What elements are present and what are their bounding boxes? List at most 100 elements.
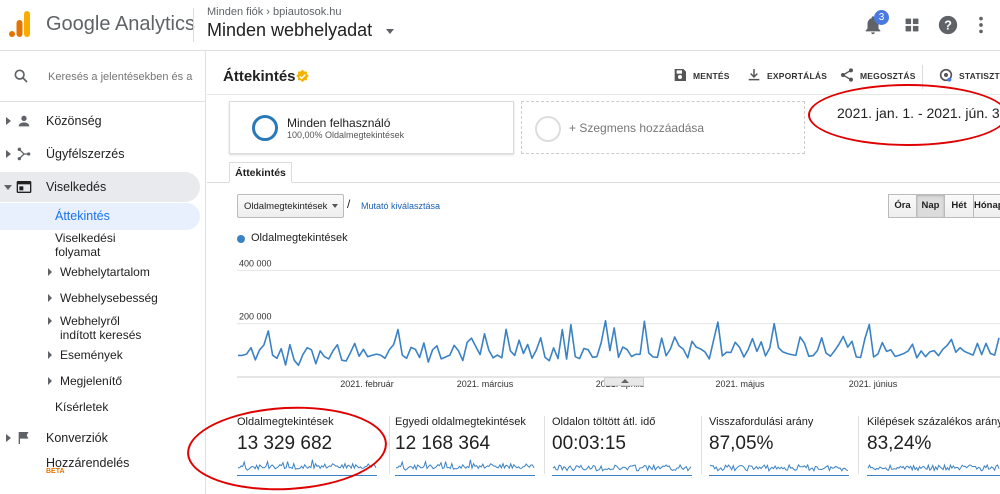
metric-select-value: Oldalmegtekintések (244, 201, 328, 212)
beta-badge: BETA (46, 468, 65, 475)
sidebar-item-audience[interactable]: Közönség (0, 106, 200, 136)
segment-name: Minden felhasználó (287, 116, 391, 130)
app-name: Google Analytics (46, 13, 195, 35)
sidebar-item-label: Webhelyről indított keresés (60, 314, 142, 342)
scorecard-bounce-rate[interactable]: Visszafordulási arány 87,05% (709, 416, 854, 478)
sparkline-path (238, 459, 377, 471)
more-vert-icon[interactable] (970, 14, 992, 36)
property-selector[interactable]: Minden webhelyadat (207, 20, 373, 40)
sidebar-item-label: Viselkedési folyamat (55, 231, 116, 259)
scorecard-label: Egyedi oldalmegtekintések (395, 416, 526, 428)
chevron-right-icon (6, 117, 11, 125)
x-tick-label: 2021. március (457, 379, 514, 389)
sidebar-item-site-speed[interactable]: Webhelysebesség (0, 291, 200, 311)
sparkline (552, 463, 692, 476)
granularity-month-button[interactable]: Hónap (973, 194, 1000, 218)
share-button[interactable]: MEGOSZTÁS (860, 71, 916, 81)
sidebar-item-label: Webhelytartalom (60, 265, 150, 279)
insights-icon[interactable] (938, 67, 954, 83)
tab-underline (207, 182, 1000, 183)
scorecard-value: 87,05% (709, 433, 774, 454)
tab-overview[interactable]: Áttekintés (229, 162, 292, 183)
sparkline-path (709, 463, 849, 472)
export-button[interactable]: EXPORTÁLÁS (767, 71, 828, 81)
sidebar-item-behavior[interactable]: Viselkedés (0, 172, 200, 202)
divider (922, 65, 923, 89)
metric-select[interactable]: Oldalmegtekintések (237, 194, 344, 218)
chevron-right-icon (48, 294, 52, 302)
scorecard-value: 00:03:15 (552, 433, 626, 454)
versus-separator: / (347, 197, 351, 211)
sidebar-item-site-search[interactable]: Webhelyről indított keresés (0, 314, 200, 344)
date-range-picker[interactable]: 2021. jan. 1. - 2021. jún. 30. (837, 105, 1000, 121)
search-icon (14, 69, 28, 83)
sidebar-item-overview[interactable]: Áttekintés (0, 203, 200, 230)
select-metric-link[interactable]: Mutató kiválasztása (361, 201, 441, 211)
scorecard-unique-pageviews[interactable]: Egyedi oldalmegtekintések 12 168 364 (395, 416, 540, 478)
scorecard-label: Oldalmegtekintések (237, 416, 334, 428)
top-bar: Google Analytics Minden fiók › bpiautoso… (0, 0, 1000, 51)
scorecard-exit-rate[interactable]: Kilépések százalékos aránya 83,24% (867, 416, 1000, 478)
chevron-right-icon (6, 150, 11, 158)
svg-text:?: ? (944, 18, 952, 33)
granularity-hour-button[interactable]: Óra (888, 194, 917, 218)
series-line-pageviews (238, 319, 1000, 367)
chart-collapse-toggle[interactable] (604, 377, 644, 386)
chevron-down-icon[interactable] (386, 29, 394, 34)
search-input[interactable] (48, 67, 193, 87)
sparkline (395, 459, 535, 476)
help-icon[interactable]: ? (937, 14, 959, 36)
sparkline-path (867, 463, 1000, 472)
sidebar-item-conversions[interactable]: Konverziók (0, 423, 200, 453)
person-icon (18, 115, 30, 127)
add-segment-button[interactable]: + Szegmens hozzáadása (521, 101, 805, 154)
save-button[interactable]: MENTÉS (693, 71, 730, 81)
sidebar-item-acquisition[interactable]: Ügyfélszerzés (0, 139, 200, 169)
main-content: Áttekintés MENTÉS EXPORTÁLÁS MEGOSZTÁS (207, 51, 1000, 494)
scorecard-label: Oldalon töltött átl. idő (552, 416, 656, 428)
google-analytics-logo[interactable] (9, 11, 31, 37)
sidebar-item-label: Áttekintés (55, 209, 110, 223)
sidebar-item-label: Közönség (46, 114, 102, 128)
scorecard-avg-time-on-page[interactable]: Oldalon töltött átl. idő 00:03:15 (552, 416, 697, 478)
segment-percentage: 100,00% Oldalmegtekintések (287, 130, 405, 140)
sidebar-item-behavior-flow[interactable]: Viselkedési folyamat (0, 230, 200, 260)
y-tick-label: 200 000 (239, 312, 272, 322)
sidebar-item-events[interactable]: Események (0, 348, 200, 368)
add-segment-label: + Szegmens hozzáadása (569, 121, 705, 135)
sidebar-item-label: Kísérletek (55, 400, 109, 414)
save-icon[interactable] (672, 67, 688, 83)
granularity-day-button[interactable]: Nap (916, 194, 945, 218)
y-tick-label: 400 000 (239, 258, 272, 268)
sparkline (709, 463, 849, 476)
chevron-right-icon (6, 434, 11, 442)
scorecard-pageviews[interactable]: Oldalmegtekintések 13 329 682 (237, 416, 382, 478)
x-tick-label: 2021. február (340, 379, 394, 389)
sidebar: Közönség Ügyfélszerzés Viselkedés Átteki… (0, 51, 206, 494)
sidebar-item-label: Ügyfélszerzés (46, 147, 125, 161)
account-breadcrumb[interactable]: Minden fiók › bpiautosok.hu (207, 6, 342, 18)
chevron-right-icon (48, 268, 52, 276)
legend-marker (237, 235, 245, 243)
granularity-week-button[interactable]: Hét (944, 194, 974, 218)
sparkline (237, 459, 377, 476)
segment-card-all-users[interactable]: Minden felhasználó 100,00% Oldalmegtekin… (229, 101, 514, 154)
sidebar-item-experiments[interactable]: Kísérletek (0, 400, 200, 420)
apps-grid-icon[interactable] (901, 14, 923, 36)
segment-ring-icon (252, 115, 278, 141)
download-icon[interactable] (746, 67, 762, 83)
flag-icon (18, 432, 29, 444)
chevron-down-icon (4, 185, 12, 190)
sidebar-item-site-content[interactable]: Webhelytartalom (0, 265, 200, 285)
sidebar-item-attribution[interactable]: Hozzárendelés (0, 451, 200, 481)
insights-button[interactable]: STATISZT (959, 71, 1000, 81)
acquisition-icon (17, 147, 31, 161)
divider (858, 416, 859, 474)
sidebar-item-publisher[interactable]: Megjelenítő (0, 374, 200, 394)
page-title: Áttekintés (223, 68, 296, 85)
sidebar-item-label: Hozzárendelés (46, 456, 130, 470)
scorecard-label: Kilépések százalékos aránya (867, 416, 1000, 428)
share-icon[interactable] (839, 67, 855, 83)
pageviews-line-chart[interactable]: 400 000 200 000 2021. február 2021. március… (237, 249, 1000, 389)
